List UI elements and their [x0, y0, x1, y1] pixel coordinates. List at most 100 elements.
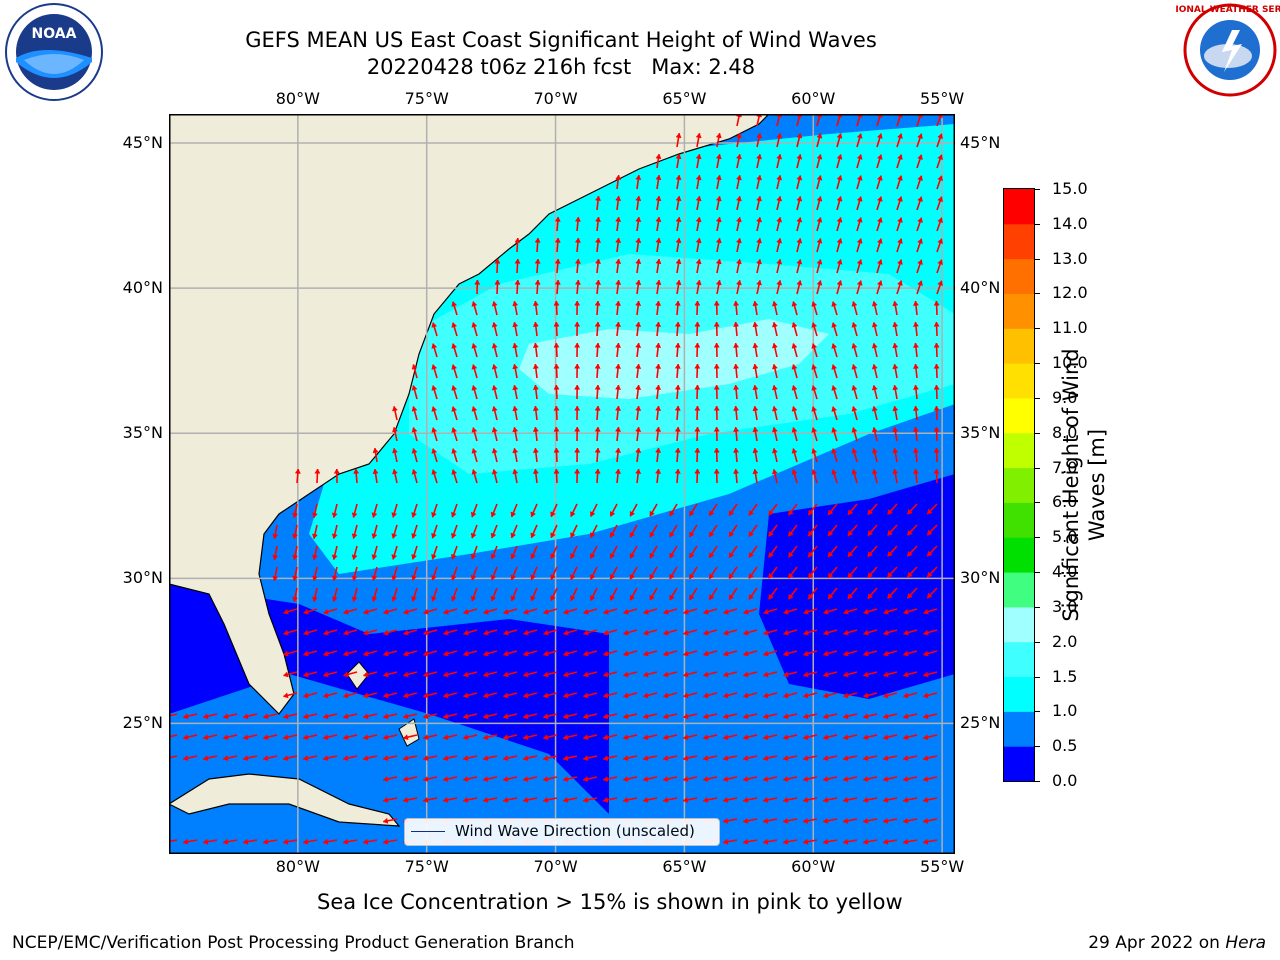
- wave-direction-arrowhead: [689, 594, 695, 601]
- wave-direction-arrowhead: [471, 448, 478, 454]
- lat-tick-left: 30°N: [122, 568, 163, 588]
- wave-direction-arrowhead: [674, 321, 681, 327]
- wave-direction-arrowhead: [709, 552, 715, 559]
- wave-direction-arrowhead: [411, 469, 418, 475]
- wave-direction-arrowhead: [851, 301, 858, 307]
- wave-direction-arrowhead: [822, 692, 829, 699]
- wave-direction-arrowhead: [262, 734, 269, 741]
- wave-direction-arrowhead: [902, 734, 909, 741]
- colorbar-tick-label: 10.0: [1052, 353, 1088, 373]
- wave-direction-arrowhead: [594, 447, 601, 453]
- wave-direction-arrowhead: [771, 447, 778, 454]
- wave-direction-arrowhead: [483, 671, 489, 678]
- wave-direction-arrowhead: [871, 321, 878, 328]
- wave-direction-arrowhead: [615, 195, 622, 201]
- wave-direction-arrowhead: [843, 608, 849, 615]
- wave-direction-arrowhead: [782, 734, 789, 741]
- wave-direction-arrowhead: [728, 552, 735, 559]
- wave-direction-arrowhead: [343, 671, 349, 678]
- wave-direction-arrowhead: [847, 509, 854, 516]
- wave-direction-arrowhead: [655, 342, 662, 348]
- wave-direction-arrowhead: [202, 755, 209, 762]
- wave-direction-arrowhead: [702, 713, 709, 720]
- wave-direction-arrowhead: [907, 529, 913, 536]
- wave-direction-arrowhead: [655, 258, 662, 265]
- wave-direction-arrowhead: [762, 838, 769, 845]
- wave-direction-arrowhead: [695, 279, 702, 286]
- wave-direction-arrowhead: [182, 755, 189, 762]
- wave-direction-arrowhead: [323, 608, 329, 615]
- wave-direction-arrowhead: [791, 301, 798, 307]
- wave-direction-arrowhead: [553, 384, 560, 390]
- colorbar-tick-label: 14.0: [1052, 213, 1088, 233]
- wave-direction-arrowhead: [796, 237, 803, 244]
- wave-direction-arrowhead: [522, 755, 529, 762]
- colorbar-swatch: [1004, 223, 1034, 260]
- wave-direction-arrowhead: [635, 279, 642, 286]
- wave-direction-arrowhead: [682, 692, 689, 699]
- wave-direction-arrowhead: [674, 468, 681, 474]
- wave-direction-arrowhead: [351, 533, 358, 540]
- wave-direction-arrowhead: [907, 508, 913, 515]
- wave-direction-arrowhead: [635, 342, 642, 348]
- wave-direction-arrowhead: [912, 321, 919, 327]
- colorbar-tick-mark: [1034, 606, 1040, 608]
- wave-direction-arrowhead: [553, 447, 560, 453]
- wave-direction-arrowhead: [655, 216, 662, 223]
- wave-direction-arrowhead: [582, 755, 589, 762]
- wave-direction-arrowhead: [502, 755, 509, 762]
- wave-direction-arrowhead: [382, 838, 389, 845]
- wave-direction-arrowhead: [391, 512, 398, 518]
- wave-direction-arrowhead: [695, 132, 702, 139]
- wave-direction-arrowhead: [703, 629, 709, 636]
- wave-direction-arrowhead: [462, 692, 469, 699]
- wave-direction-arrowhead: [842, 776, 849, 782]
- wave-direction-arrowhead: [847, 551, 854, 558]
- wave-direction-arrowhead: [912, 384, 919, 390]
- wave-direction-arrowhead: [532, 447, 539, 453]
- wave-direction-arrowhead: [451, 427, 458, 433]
- wave-direction-arrowhead: [303, 629, 309, 636]
- wave-direction-arrowhead: [863, 650, 869, 657]
- wave-direction-arrowhead: [615, 279, 622, 285]
- wave-direction-arrowhead: [674, 426, 681, 432]
- wave-direction-arrowhead: [713, 321, 720, 327]
- wave-direction-arrowhead: [490, 595, 497, 602]
- wave-direction-arrowhead: [843, 671, 849, 678]
- colorbar-tick-mark: [1034, 537, 1040, 539]
- wave-direction-arrowhead: [242, 734, 249, 741]
- wave-direction-arrowhead: [451, 469, 458, 475]
- chart-title-line2: 20220428 t06z 216h fcst Max: 2.48: [366, 55, 756, 79]
- wave-direction-arrowhead: [752, 447, 759, 454]
- wave-direction-arrowhead: [482, 713, 489, 720]
- wave-direction-arrowhead: [331, 596, 338, 603]
- wave-direction-arrowhead: [822, 796, 829, 803]
- wave-direction-arrowhead: [602, 755, 609, 762]
- wave-direction-arrowhead: [887, 551, 893, 557]
- wave-direction-arrowhead: [351, 575, 358, 582]
- wave-direction-arrowhead: [474, 279, 481, 285]
- wave-direction-arrowhead: [503, 608, 509, 615]
- wave-direction-arrowhead: [582, 776, 589, 782]
- colorbar-swatch: [1004, 641, 1034, 678]
- wave-direction-arrowhead: [733, 426, 740, 432]
- wave-direction-arrowhead: [471, 322, 478, 328]
- wave-direction-arrowhead: [768, 572, 774, 579]
- wave-direction-arrowhead: [917, 238, 923, 244]
- wave-direction-arrowhead: [451, 343, 458, 349]
- wave-direction-arrowhead: [742, 776, 749, 782]
- wave-direction-arrowhead: [897, 217, 903, 223]
- colorbar-swatch: [1004, 502, 1034, 538]
- wave-direction-arrowhead: [856, 238, 863, 244]
- wave-direction-arrowhead: [669, 531, 675, 538]
- wave-direction-arrowhead: [372, 468, 379, 475]
- wave-direction-arrowhead: [302, 838, 309, 845]
- wave-direction-arrowhead: [363, 608, 369, 615]
- wave-direction-arrowhead: [543, 671, 549, 678]
- colorbar-swatch: [1004, 537, 1034, 573]
- wave-direction-arrowhead: [622, 734, 629, 741]
- lon-tick-top: 75°W: [404, 89, 449, 108]
- colorbar-tick-label: 8.0: [1052, 422, 1078, 442]
- colorbar-swatch: [1004, 711, 1034, 747]
- wave-direction-arrowhead: [669, 594, 675, 601]
